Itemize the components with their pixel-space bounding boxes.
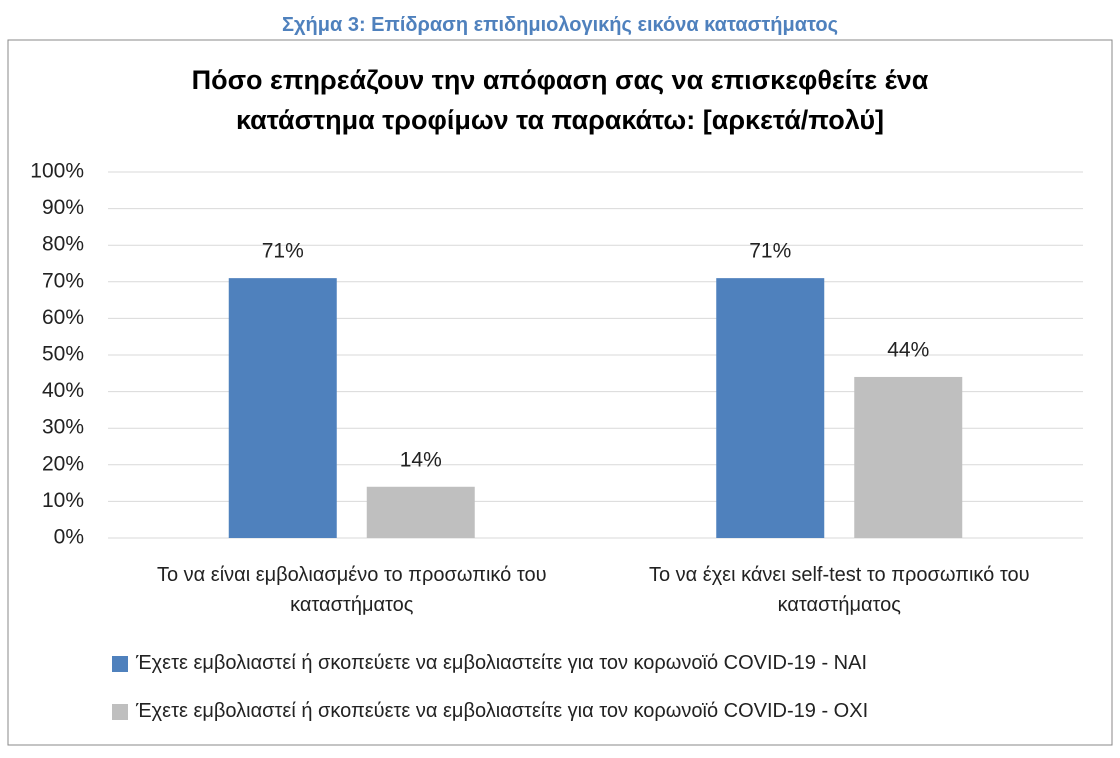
y-tick-label: 0% [54, 526, 84, 549]
legend-swatch [112, 655, 128, 672]
x-tick-label: Το να είναι εμβολιασμένο το προσωπικό το… [156, 564, 547, 616]
y-tick-label: 60% [42, 306, 84, 329]
figure-caption: Σχήμα 3: Επίδραση επιδημιολογικής εικόνα… [282, 14, 838, 36]
legend-label: Έχετε εμβολιαστεί ή σκοπεύετε να εμβολια… [136, 700, 869, 722]
legend-item: Έχετε εμβολιαστεί ή σκοπεύετε να εμβολια… [112, 652, 867, 675]
legend-label: Έχετε εμβολιαστεί ή σκοπεύετε να εμβολια… [136, 652, 868, 674]
y-tick-label: 50% [42, 343, 84, 366]
data-label: 71% [262, 240, 304, 263]
y-tick-label: 70% [42, 269, 84, 292]
y-tick-label: 100% [30, 160, 84, 183]
bar [854, 376, 963, 538]
bar [716, 278, 825, 538]
legend-swatch [112, 703, 128, 720]
chart-frame [7, 39, 1113, 746]
legend-item: Έχετε εμβολιαστεί ή σκοπεύετε να εμβολια… [112, 700, 868, 723]
data-label: 71% [749, 240, 791, 263]
y-tick-label: 20% [42, 452, 84, 475]
y-tick-label: 90% [42, 196, 84, 219]
y-tick-label: 10% [42, 489, 84, 512]
y-tick-label: 80% [42, 233, 84, 256]
y-tick-label: 30% [42, 416, 84, 439]
data-label: 44% [887, 339, 929, 362]
x-tick-label: Το να έχει κάνει self-test το προσωπικό … [648, 564, 1030, 616]
data-label: 14% [400, 448, 442, 471]
chart-title: Πόσο επηρεάζουν την απόφαση σας να επισκ… [191, 65, 929, 135]
y-tick-label: 40% [42, 379, 84, 402]
bar [366, 486, 475, 538]
bar [228, 278, 337, 538]
